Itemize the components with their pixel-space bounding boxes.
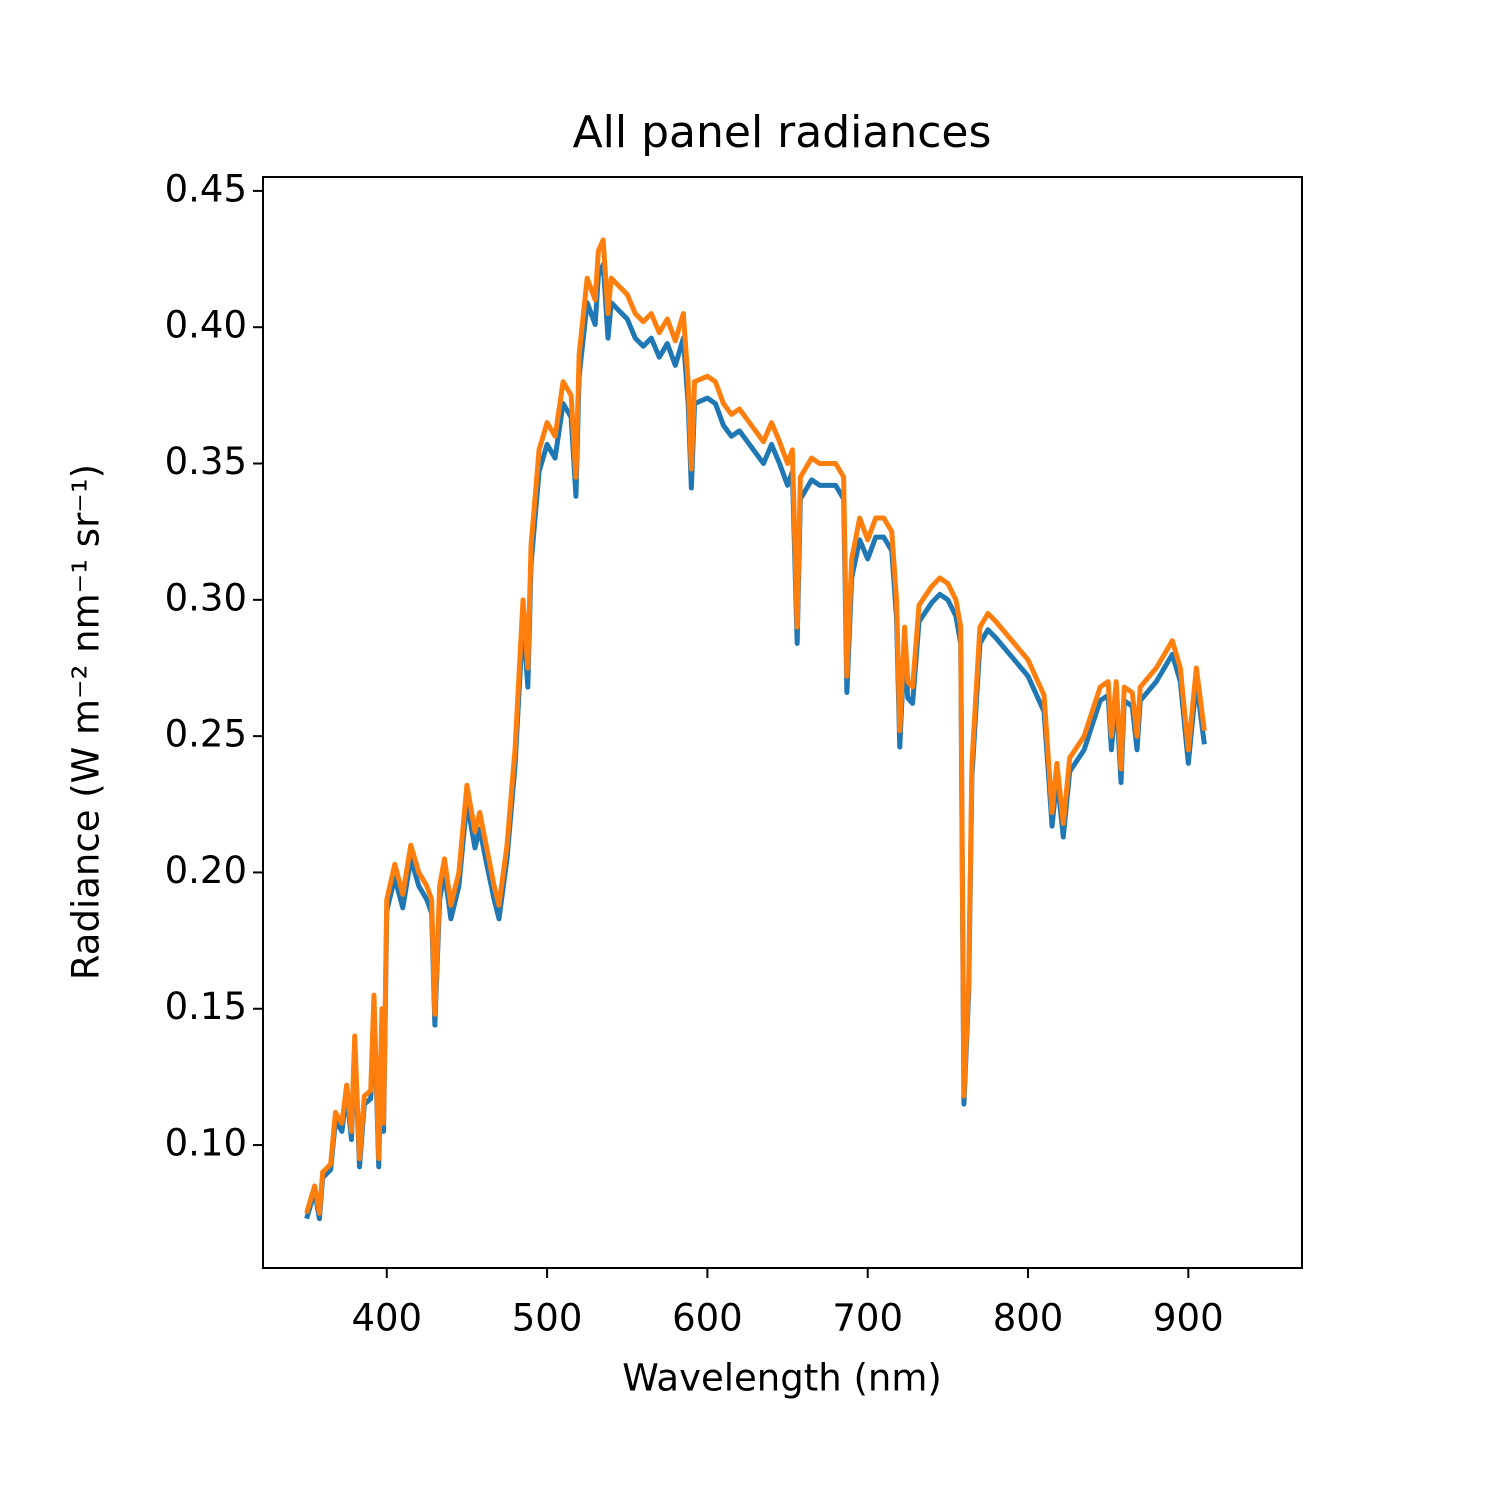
series-line: [304, 237, 1207, 1216]
y-tick-label: 0.20: [165, 849, 247, 892]
y-tick-label: 0.40: [165, 304, 247, 347]
x-tick-label: 600: [672, 1297, 743, 1340]
x-tick-label: 700: [832, 1297, 903, 1340]
y-tick-label: 0.25: [165, 713, 247, 756]
y-tick-label: 0.15: [165, 985, 247, 1028]
x-tick-label: 400: [351, 1297, 422, 1340]
chart-title: All panel radiances: [573, 107, 992, 158]
x-tick-label: 900: [1153, 1297, 1224, 1340]
y-tick-label: 0.45: [165, 167, 247, 210]
y-tick-label: 0.10: [165, 1122, 247, 1165]
x-tick-label: 500: [512, 1297, 583, 1340]
plot-frame: [262, 176, 1303, 1269]
x-tick-label: 800: [993, 1297, 1064, 1340]
x-axis-label: Wavelength (nm): [622, 1357, 942, 1400]
y-tick-label: 0.30: [165, 576, 247, 619]
y-tick-label: 0.35: [165, 440, 247, 483]
y-axis-label: Radiance (W m⁻² nm⁻¹ sr⁻¹): [65, 464, 108, 980]
